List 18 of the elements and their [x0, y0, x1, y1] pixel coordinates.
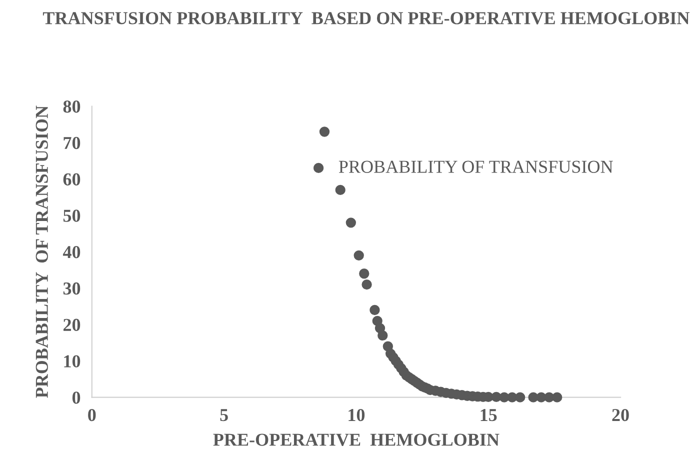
legend-label: PROBABILITY OF TRANSFUSION — [338, 160, 613, 173]
y-tick-label: 60 — [63, 173, 80, 186]
y-axis-title: PROBABILITY OF TRANSFUSION — [36, 106, 48, 398]
y-tick-label: 20 — [63, 318, 80, 331]
x-tick-label: 5 — [220, 409, 228, 422]
y-tick-label: 40 — [62, 246, 80, 258]
x-tick-label: 10 — [348, 408, 365, 422]
y-tick-label: 80 — [63, 100, 80, 113]
x-tick-label: 0 — [88, 408, 96, 422]
x-axis-title: PRE-OPERATIVE HEMOGLOBIN — [213, 434, 500, 446]
y-tick-label: 0 — [72, 392, 80, 404]
x-tick-label: 20 — [612, 408, 629, 422]
x-tick-label: 15 — [480, 409, 497, 422]
chart-title: TRANSFUSION PROBABILITY BASED ON PRE-OPERATIVE HEMOGLOBIN — [42, 12, 690, 24]
y-tick-label: 10 — [64, 355, 80, 368]
y-tick-label: 30 — [63, 282, 80, 295]
y-tick-label: 50 — [63, 210, 80, 222]
y-tick-label: 70 — [64, 136, 80, 150]
